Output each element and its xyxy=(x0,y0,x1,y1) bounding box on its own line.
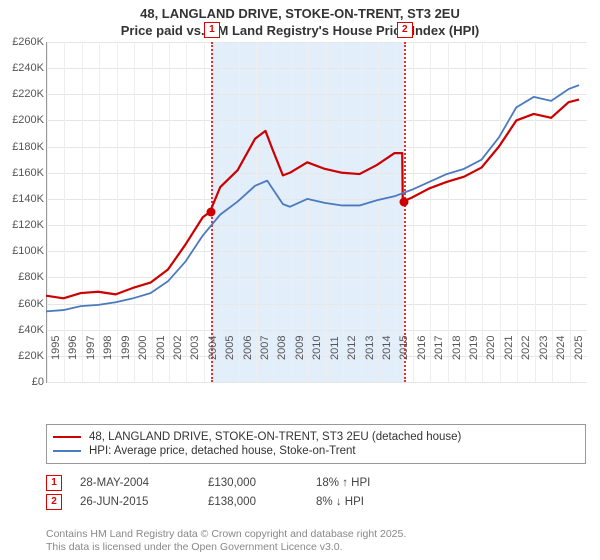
y-tick-label: £80K xyxy=(4,271,44,283)
sale-delta: 8% ↓ HPI xyxy=(316,496,426,508)
y-tick-label: £220K xyxy=(4,88,44,100)
x-tick-label: 1995 xyxy=(50,336,62,360)
sale-marker-icon: 2 xyxy=(46,494,62,510)
x-tick-label: 2015 xyxy=(398,336,410,360)
x-tick-label: 2005 xyxy=(224,336,236,360)
x-tick-label: 1997 xyxy=(85,336,97,360)
x-tick-label: 2017 xyxy=(433,336,445,360)
y-tick-label: £120K xyxy=(4,219,44,231)
sale-price: £138,000 xyxy=(208,496,298,508)
legend-label: 48, LANGLAND DRIVE, STOKE-ON-TRENT, ST3 … xyxy=(89,431,461,443)
legend: 48, LANGLAND DRIVE, STOKE-ON-TRENT, ST3 … xyxy=(46,424,586,464)
x-tick-label: 2014 xyxy=(381,336,393,360)
sales-row: 1 28-MAY-2004 £130,000 18% ↑ HPI xyxy=(46,475,586,491)
x-tick-label: 2000 xyxy=(137,336,149,360)
legend-item: 48, LANGLAND DRIVE, STOKE-ON-TRENT, ST3 … xyxy=(53,431,579,443)
x-tick-label: 2020 xyxy=(485,336,497,360)
page: 48, LANGLAND DRIVE, STOKE-ON-TRENT, ST3 … xyxy=(0,0,600,560)
chart: 12 xyxy=(46,42,586,382)
x-tick-label: 2024 xyxy=(555,336,567,360)
title-line-2: Price paid vs. HM Land Registry's House … xyxy=(0,23,600,40)
legend-swatch xyxy=(53,436,81,438)
x-tick-label: 2013 xyxy=(364,336,376,360)
x-tick-label: 2010 xyxy=(311,336,323,360)
sales-row: 2 26-JUN-2015 £138,000 8% ↓ HPI xyxy=(46,494,586,510)
y-tick-label: £60K xyxy=(4,298,44,310)
sale-price: £130,000 xyxy=(208,477,298,489)
sale-date: 26-JUN-2015 xyxy=(80,496,190,508)
chart-title: 48, LANGLAND DRIVE, STOKE-ON-TRENT, ST3 … xyxy=(0,0,600,40)
x-tick-label: 2009 xyxy=(294,336,306,360)
event-marker-icon: 2 xyxy=(397,22,413,38)
sale-delta: 18% ↑ HPI xyxy=(316,477,426,489)
x-tick-label: 2001 xyxy=(155,336,167,360)
x-tick-label: 2018 xyxy=(451,336,463,360)
x-tick-label: 1998 xyxy=(102,336,114,360)
x-tick-label: 2021 xyxy=(503,336,515,360)
series-price_paid xyxy=(46,100,579,299)
legend-item: HPI: Average price, detached house, Stok… xyxy=(53,445,579,457)
footer: Contains HM Land Registry data © Crown c… xyxy=(46,528,586,554)
y-tick-label: £0 xyxy=(4,376,44,388)
footer-line-1: Contains HM Land Registry data © Crown c… xyxy=(46,528,586,541)
footer-line-2: This data is licensed under the Open Gov… xyxy=(46,541,586,554)
event-marker-icon: 1 xyxy=(204,22,220,38)
x-tick-label: 2002 xyxy=(172,336,184,360)
x-tick-label: 2025 xyxy=(573,336,585,360)
legend-label: HPI: Average price, detached house, Stok… xyxy=(89,445,356,457)
x-tick-label: 1996 xyxy=(67,336,79,360)
sale-date: 28-MAY-2004 xyxy=(80,477,190,489)
y-tick-label: £100K xyxy=(4,245,44,257)
y-tick-label: £180K xyxy=(4,141,44,153)
x-tick-label: 2023 xyxy=(538,336,550,360)
y-tick-label: £260K xyxy=(4,36,44,48)
y-tick-label: £160K xyxy=(4,167,44,179)
series-layer xyxy=(46,42,586,382)
y-tick-label: £40K xyxy=(4,324,44,336)
x-tick-label: 2008 xyxy=(276,336,288,360)
legend-swatch xyxy=(53,450,81,452)
series-hpi xyxy=(46,85,579,311)
x-tick-label: 2006 xyxy=(242,336,254,360)
x-tick-label: 2012 xyxy=(346,336,358,360)
x-tick-label: 2007 xyxy=(259,336,271,360)
x-tick-label: 2003 xyxy=(189,336,201,360)
y-tick-label: £20K xyxy=(4,350,44,362)
sale-marker-icon: 1 xyxy=(46,475,62,491)
y-tick-label: £140K xyxy=(4,193,44,205)
x-tick-label: 1999 xyxy=(120,336,132,360)
x-tick-label: 2011 xyxy=(329,336,341,360)
title-line-1: 48, LANGLAND DRIVE, STOKE-ON-TRENT, ST3 … xyxy=(0,6,600,23)
y-tick-label: £240K xyxy=(4,62,44,74)
y-tick-label: £200K xyxy=(4,114,44,126)
x-tick-label: 2019 xyxy=(468,336,480,360)
x-tick-label: 2016 xyxy=(416,336,428,360)
x-tick-label: 2022 xyxy=(520,336,532,360)
sales-table: 1 28-MAY-2004 £130,000 18% ↑ HPI 2 26-JU… xyxy=(46,472,586,513)
x-tick-label: 2004 xyxy=(207,336,219,360)
